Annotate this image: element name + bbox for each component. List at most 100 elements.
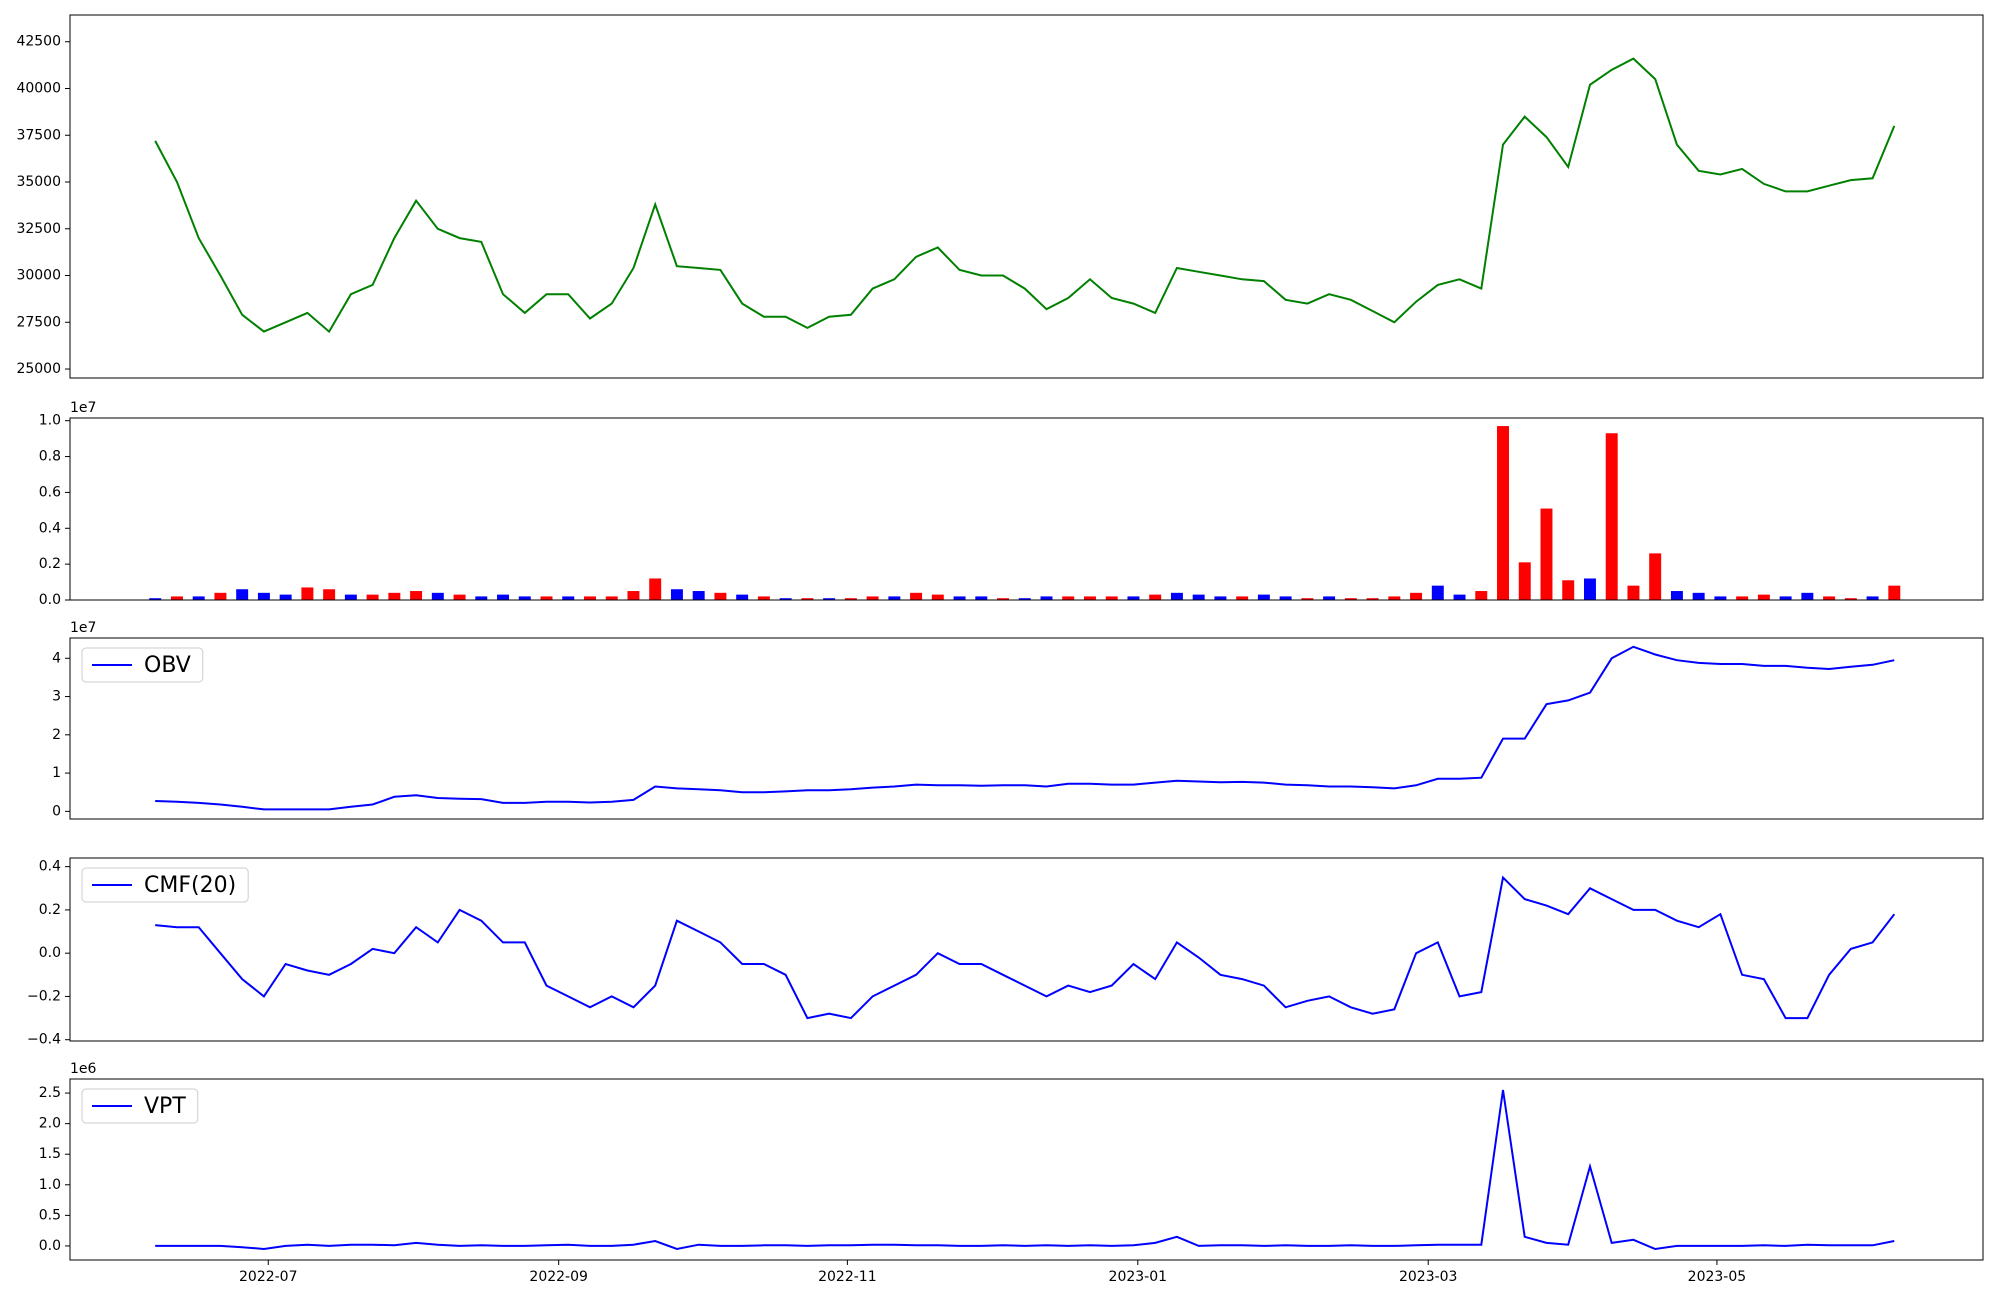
y-tick-label: 32500 bbox=[16, 221, 61, 237]
bar bbox=[1866, 596, 1879, 600]
bar bbox=[692, 591, 705, 600]
bar bbox=[518, 596, 531, 600]
legend-box bbox=[81, 1088, 199, 1124]
bar bbox=[736, 594, 749, 600]
axes-frame bbox=[69, 857, 1984, 1042]
y-tick-label: 0.8 bbox=[39, 449, 61, 465]
bar bbox=[1605, 433, 1618, 600]
y-tick-label: 0.0 bbox=[39, 592, 61, 608]
bar bbox=[1257, 594, 1270, 600]
y-tick-label: 3 bbox=[52, 689, 61, 705]
x-tick-label: 2023-01 bbox=[1109, 1269, 1168, 1285]
bar bbox=[823, 598, 836, 600]
bar bbox=[497, 594, 510, 600]
bar bbox=[170, 596, 183, 600]
bar bbox=[649, 578, 662, 600]
axes-frame bbox=[69, 1078, 1984, 1261]
bar bbox=[1736, 596, 1749, 600]
bar bbox=[214, 592, 227, 600]
legend-label: VPT bbox=[144, 1094, 186, 1119]
y-tick-label: 4 bbox=[52, 650, 61, 666]
bar bbox=[1192, 594, 1205, 600]
bar bbox=[1083, 596, 1096, 600]
legend-box bbox=[81, 867, 249, 903]
y-tick-label: 1.0 bbox=[39, 1177, 61, 1193]
bar bbox=[366, 594, 379, 600]
bar bbox=[301, 587, 314, 600]
y-tick-label: 40000 bbox=[16, 80, 61, 96]
bar bbox=[1562, 580, 1575, 600]
x-tick-label: 2022-09 bbox=[529, 1269, 588, 1285]
bar bbox=[1453, 594, 1466, 600]
y-tick-label: 0.2 bbox=[39, 556, 61, 572]
bar bbox=[1127, 596, 1140, 600]
y-tick-label: 2 bbox=[52, 727, 61, 743]
bar bbox=[1779, 596, 1792, 600]
x-tick-label: 2022-11 bbox=[818, 1269, 877, 1285]
y-tick-label: 1.5 bbox=[39, 1146, 61, 1162]
bar bbox=[1236, 596, 1249, 600]
bar bbox=[1823, 596, 1836, 600]
line bbox=[154, 57, 1896, 334]
y-tick-label: 27500 bbox=[16, 314, 61, 330]
bar bbox=[1149, 594, 1162, 600]
y-tick-label: 25000 bbox=[16, 361, 61, 377]
bar bbox=[670, 589, 683, 600]
bar bbox=[757, 596, 770, 600]
line bbox=[155, 645, 1895, 811]
bar bbox=[584, 596, 596, 600]
bar bbox=[1518, 562, 1531, 600]
bar bbox=[1214, 596, 1227, 600]
y-tick-label: 1 bbox=[52, 765, 61, 781]
bar bbox=[236, 589, 249, 600]
y-tick-label: 35000 bbox=[16, 174, 61, 190]
bar bbox=[1649, 553, 1662, 600]
x-tick-label: 2022-07 bbox=[239, 1269, 298, 1285]
bar bbox=[801, 598, 814, 600]
bar bbox=[1062, 596, 1075, 600]
bar bbox=[1583, 578, 1596, 600]
bar bbox=[1279, 596, 1292, 600]
bar bbox=[1692, 592, 1705, 600]
bar bbox=[997, 598, 1010, 600]
bar bbox=[1801, 592, 1814, 600]
bar bbox=[931, 594, 944, 600]
legend-label: OBV bbox=[144, 653, 191, 678]
bar bbox=[562, 596, 575, 600]
bar bbox=[910, 592, 923, 600]
bar bbox=[888, 596, 901, 600]
y-tick-label: 37500 bbox=[16, 127, 61, 143]
bar bbox=[1431, 585, 1444, 600]
bar bbox=[1388, 596, 1401, 600]
y-tick-label: 0.0 bbox=[39, 945, 61, 961]
y-tick-label: 2.5 bbox=[39, 1085, 61, 1101]
y-tick-label: 0.0 bbox=[39, 1238, 61, 1254]
bar bbox=[1410, 592, 1423, 600]
bar bbox=[257, 592, 270, 600]
bar bbox=[1366, 598, 1379, 600]
bar bbox=[866, 596, 879, 600]
bar bbox=[149, 598, 162, 600]
axes-frame bbox=[69, 637, 1984, 820]
bar bbox=[605, 596, 618, 600]
bar bbox=[975, 596, 988, 600]
y-tick-label: 0 bbox=[52, 803, 61, 819]
x-tick-label: 2023-03 bbox=[1399, 1269, 1458, 1285]
axes-frame bbox=[69, 14, 1984, 379]
y-offset-label: 1e7 bbox=[70, 620, 96, 636]
x-tick-label: 2023-05 bbox=[1688, 1269, 1747, 1285]
bar bbox=[1323, 596, 1336, 600]
bar bbox=[388, 592, 401, 600]
bar bbox=[1888, 585, 1901, 600]
bar bbox=[431, 592, 444, 600]
bar bbox=[1170, 592, 1183, 600]
y-tick-label: 30000 bbox=[16, 268, 61, 284]
y-tick-label: 0.2 bbox=[39, 902, 61, 918]
bar bbox=[1670, 591, 1683, 600]
y-tick-label: 0.4 bbox=[39, 520, 61, 536]
bar bbox=[953, 596, 966, 600]
bar bbox=[323, 589, 336, 600]
bar bbox=[1301, 598, 1314, 600]
bar bbox=[627, 591, 640, 600]
